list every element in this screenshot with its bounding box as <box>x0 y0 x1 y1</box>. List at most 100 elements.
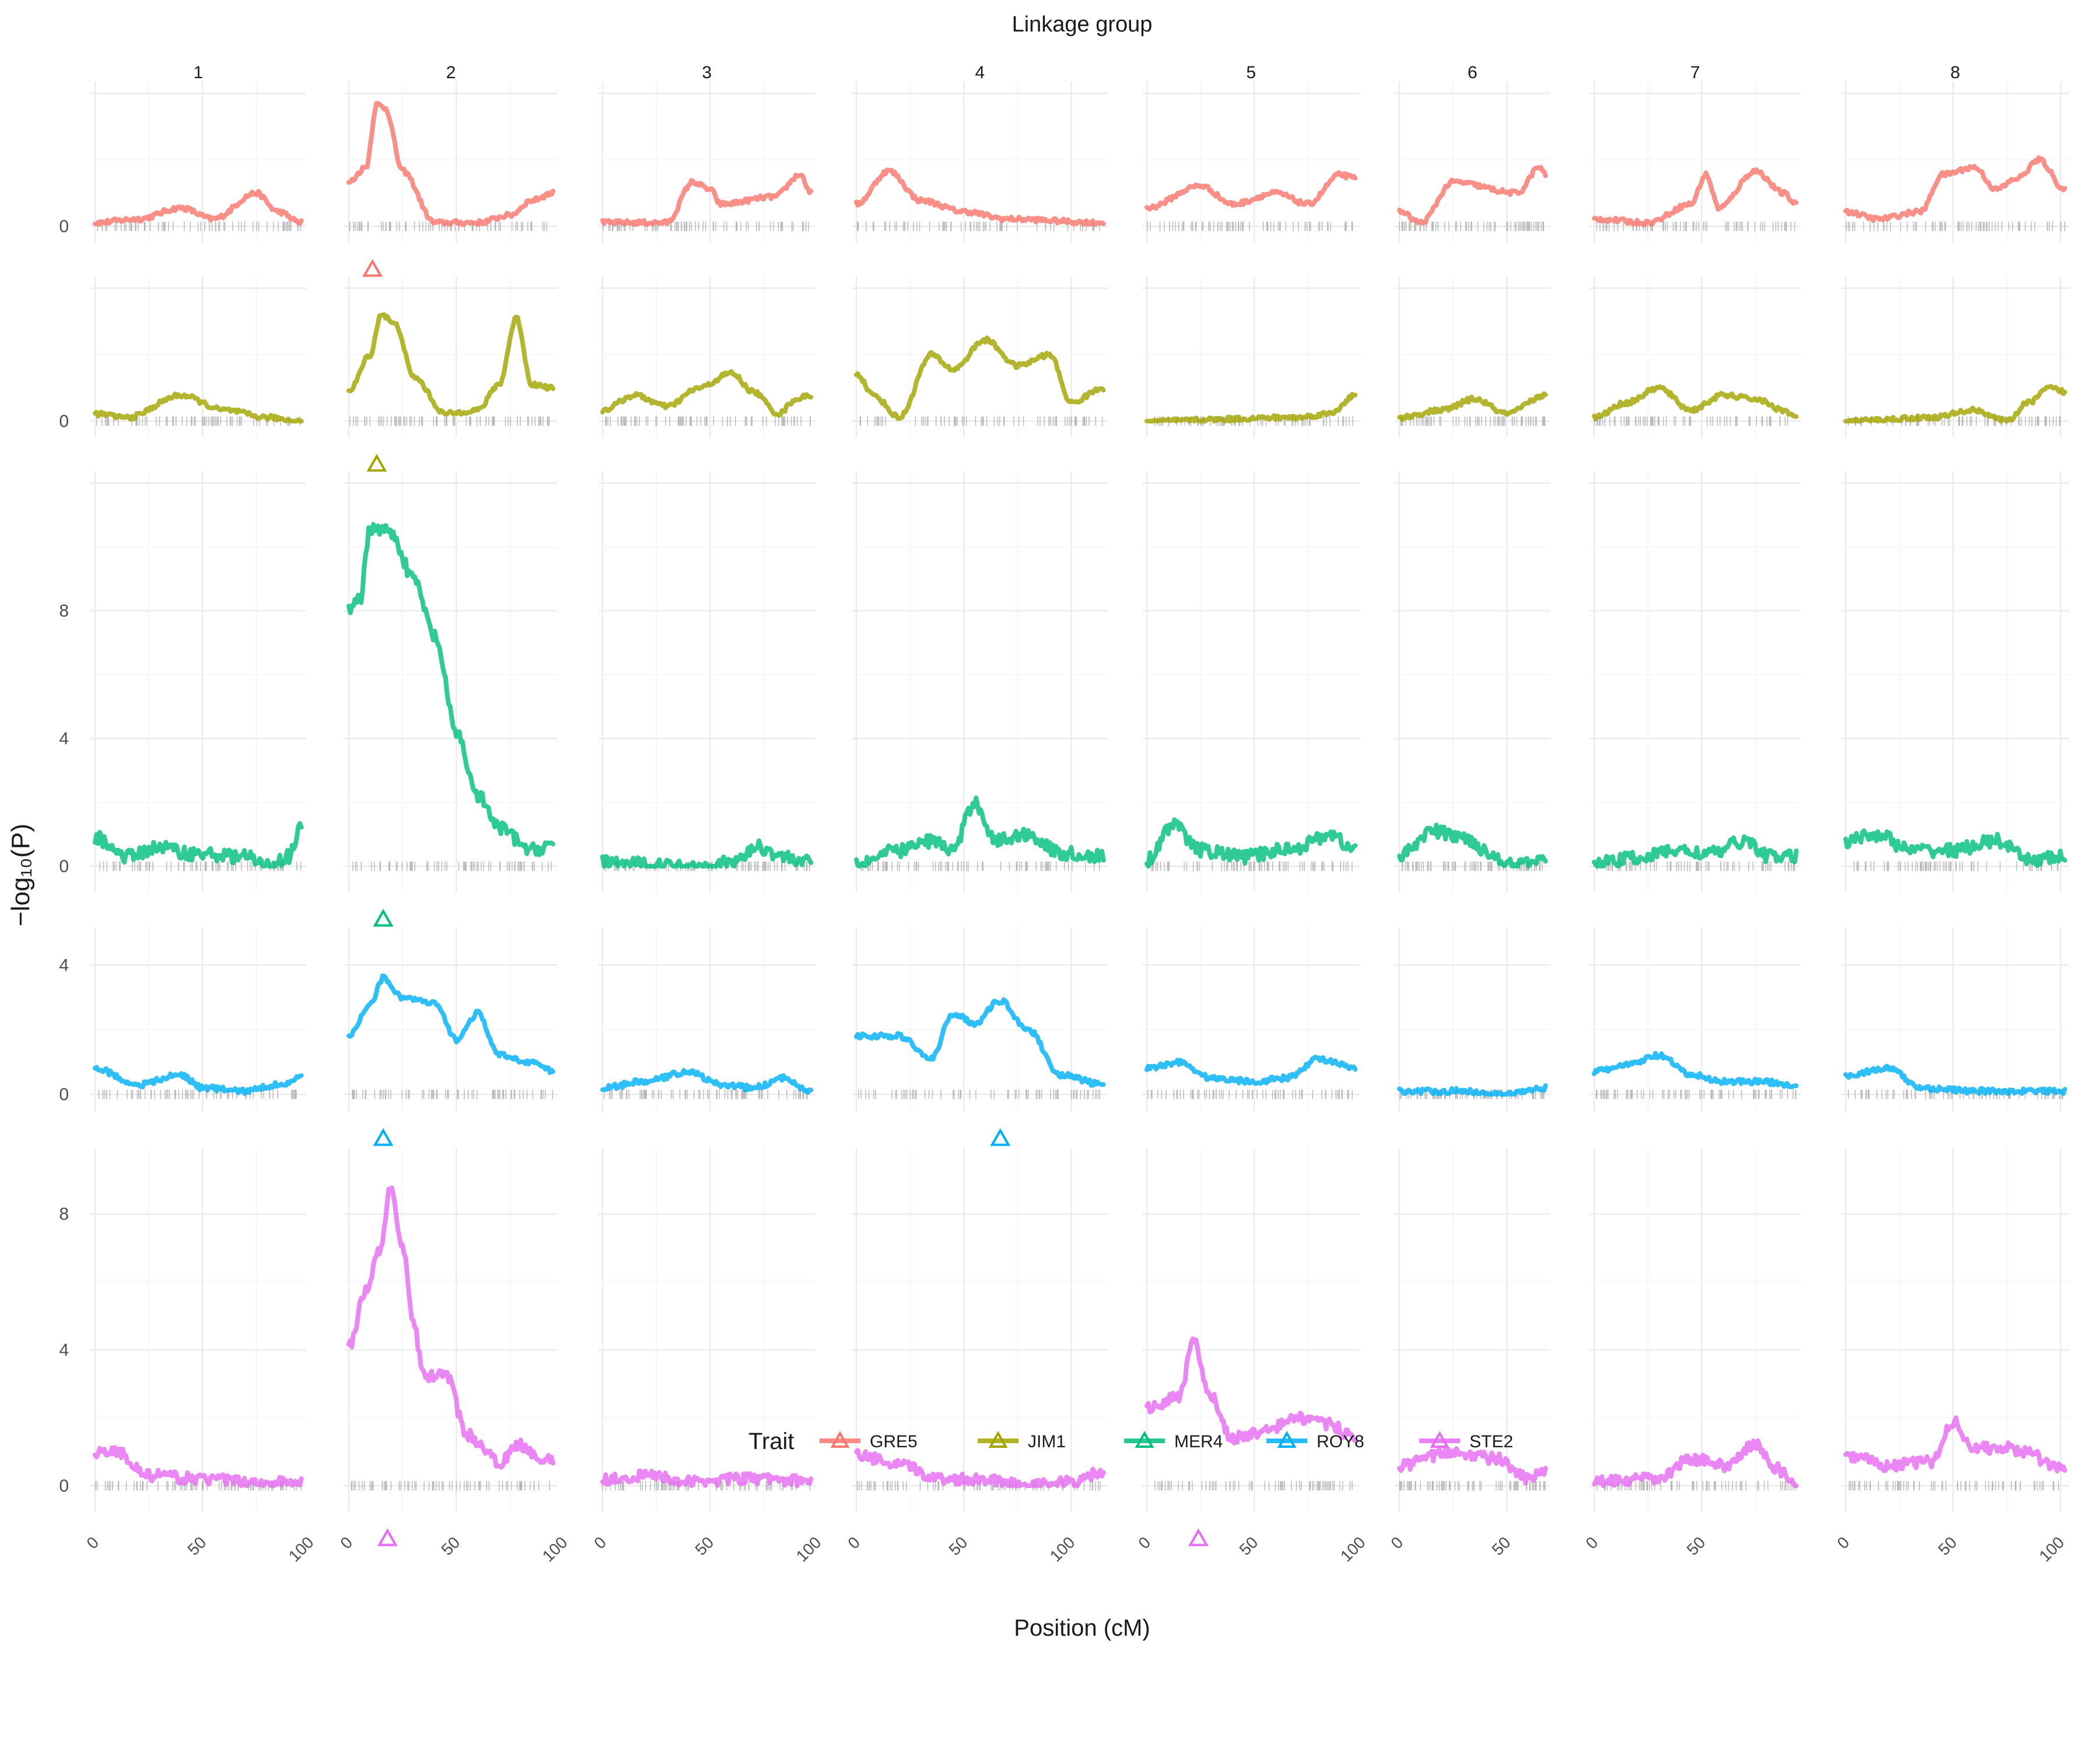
marker-rug <box>1853 862 2059 871</box>
legend-key-triangle <box>1277 1430 1297 1448</box>
marker-rug <box>98 1090 297 1099</box>
trait-line-MER4-group-6 <box>1397 822 1548 869</box>
linkage-group-label-2: 2 <box>446 63 456 82</box>
qtl-marker-GRE5-group-2 <box>362 258 383 277</box>
legend-title: Trait <box>748 1429 794 1454</box>
marker-rug <box>603 222 809 231</box>
x-tick-label: 50 <box>691 1533 717 1559</box>
trait-line-ROY8-group-2 <box>346 973 555 1075</box>
legend-label: JIM1 <box>1028 1432 1066 1451</box>
legend-item-GRE5: GRE5 <box>820 1430 918 1451</box>
qtl-marker-STE2-group-2 <box>377 1528 398 1546</box>
marker-rug <box>1400 416 1546 426</box>
x-tick-label: 100 <box>539 1533 571 1565</box>
linkage-group-label-4: 4 <box>975 63 985 82</box>
trait-line-STE2-group-3 <box>600 1468 814 1488</box>
qtl-marker-layer <box>362 258 1209 1546</box>
x-tick-label: 50 <box>945 1533 971 1559</box>
legend-label: GRE5 <box>870 1432 918 1451</box>
x-tick-label: 100 <box>1337 1533 1369 1565</box>
y-tick-label: 0 <box>59 1085 69 1104</box>
marker-rug <box>1597 1481 1797 1490</box>
linkage-group-label-5: 5 <box>1246 63 1256 82</box>
marker-rug <box>1147 222 1353 231</box>
y-tick-label: 0 <box>59 217 69 236</box>
trait-line-STE2-group-5 <box>1144 1336 1358 1446</box>
trait-line-GRE5-group-4 <box>854 167 1106 227</box>
x-tick-label: 0 <box>1135 1533 1154 1552</box>
marker-rug <box>1154 1481 1353 1490</box>
trait-line-GRE5-group-7 <box>1592 167 1799 228</box>
trait-line-MER4-group-4 <box>854 795 1106 869</box>
trait-line-GRE5-group-2 <box>346 101 555 228</box>
x-tick-label: 0 <box>83 1533 102 1552</box>
trait-line-ROY8-group-4 <box>854 997 1106 1088</box>
trait-line-JIM1-group-2 <box>346 312 555 417</box>
legend-label: ROY8 <box>1317 1432 1364 1451</box>
marker-rug <box>349 416 550 426</box>
marker-rug <box>1594 416 1788 426</box>
y-axis-title: −log₁₀(P) <box>6 824 35 926</box>
legend-item-STE2: STE2 <box>1419 1430 1513 1451</box>
x-tick-label: 0 <box>1582 1533 1601 1552</box>
qtl-marker-ROY8-group-4 <box>990 1128 1011 1146</box>
marker-rug <box>1849 1481 2059 1490</box>
legend-key-triangle <box>988 1430 1008 1448</box>
trait-line-GRE5-group-8 <box>1843 155 2067 223</box>
y-tick-label: 4 <box>59 729 69 748</box>
trait-line-JIM1-group-8 <box>1843 384 2067 424</box>
x-tick-label: 50 <box>438 1533 463 1559</box>
trait-line-ROY8-group-7 <box>1592 1051 1799 1090</box>
trait-line-GRE5-group-1 <box>93 188 304 227</box>
trait-line-JIM1-group-1 <box>93 391 304 424</box>
marker-rug <box>349 222 547 231</box>
trait-line-ROY8-group-8 <box>1843 1063 2067 1096</box>
trait-line-MER4-group-2 <box>346 522 555 858</box>
trait-line-ROY8-group-5 <box>1144 1055 1358 1086</box>
chart-title: Linkage group <box>1012 12 1153 37</box>
marker-rug <box>858 1090 1101 1099</box>
linkage-group-label-7: 7 <box>1690 63 1700 82</box>
marker-rug <box>605 416 811 426</box>
trait-line-MER4-group-5 <box>1144 817 1358 869</box>
x-tick-label: 100 <box>285 1533 317 1565</box>
legend-item-MER4: MER4 <box>1124 1430 1223 1451</box>
y-tick-label: 4 <box>59 956 69 975</box>
trait-line-GRE5-group-6 <box>1397 164 1548 226</box>
y-tick-label: 0 <box>59 412 69 431</box>
trait-line-ROY8-group-1 <box>93 1065 304 1096</box>
x-axis-title: Position (cM) <box>1014 1615 1150 1641</box>
trait-line-MER4-group-1 <box>93 821 304 869</box>
marker-rug <box>97 222 302 231</box>
marker-rug <box>1846 222 2066 231</box>
y-tick-label: 8 <box>59 1205 69 1224</box>
trait-line-STE2-group-1 <box>93 1445 304 1488</box>
y-tick-label: 4 <box>59 1340 69 1360</box>
y-tick-label: 8 <box>59 601 69 621</box>
linkage-group-label-8: 8 <box>1951 63 1961 82</box>
legend-item-ROY8: ROY8 <box>1266 1430 1364 1451</box>
trait-line-GRE5-group-3 <box>600 173 814 228</box>
x-tick-label: 50 <box>1934 1533 1960 1559</box>
x-tick-label: 0 <box>1833 1533 1853 1552</box>
qtl-marker-MER4-group-2 <box>373 908 394 927</box>
x-tick-label: 50 <box>1236 1533 1261 1559</box>
marker-rug <box>351 1481 550 1490</box>
x-tick-label: 0 <box>1387 1533 1406 1552</box>
x-tick-label: 100 <box>1046 1533 1079 1565</box>
marker-rug <box>604 1090 808 1099</box>
marker-rug-layer <box>95 222 2066 1490</box>
trait-line-STE2-group-2 <box>346 1185 555 1470</box>
marker-rug <box>352 862 552 871</box>
trait-line-layer <box>93 101 2067 1488</box>
x-tick-label: 50 <box>184 1533 209 1559</box>
legend-item-JIM1: JIM1 <box>978 1430 1066 1451</box>
marker-rug <box>1147 1090 1353 1099</box>
linkage-group-label-3: 3 <box>702 63 712 82</box>
qtl-marker-ROY8-group-2 <box>373 1128 394 1146</box>
marker-rug <box>859 416 1103 426</box>
legend-label: MER4 <box>1174 1432 1223 1451</box>
grid-layer <box>90 82 2070 1512</box>
trait-line-STE2-group-7 <box>1592 1438 1799 1488</box>
